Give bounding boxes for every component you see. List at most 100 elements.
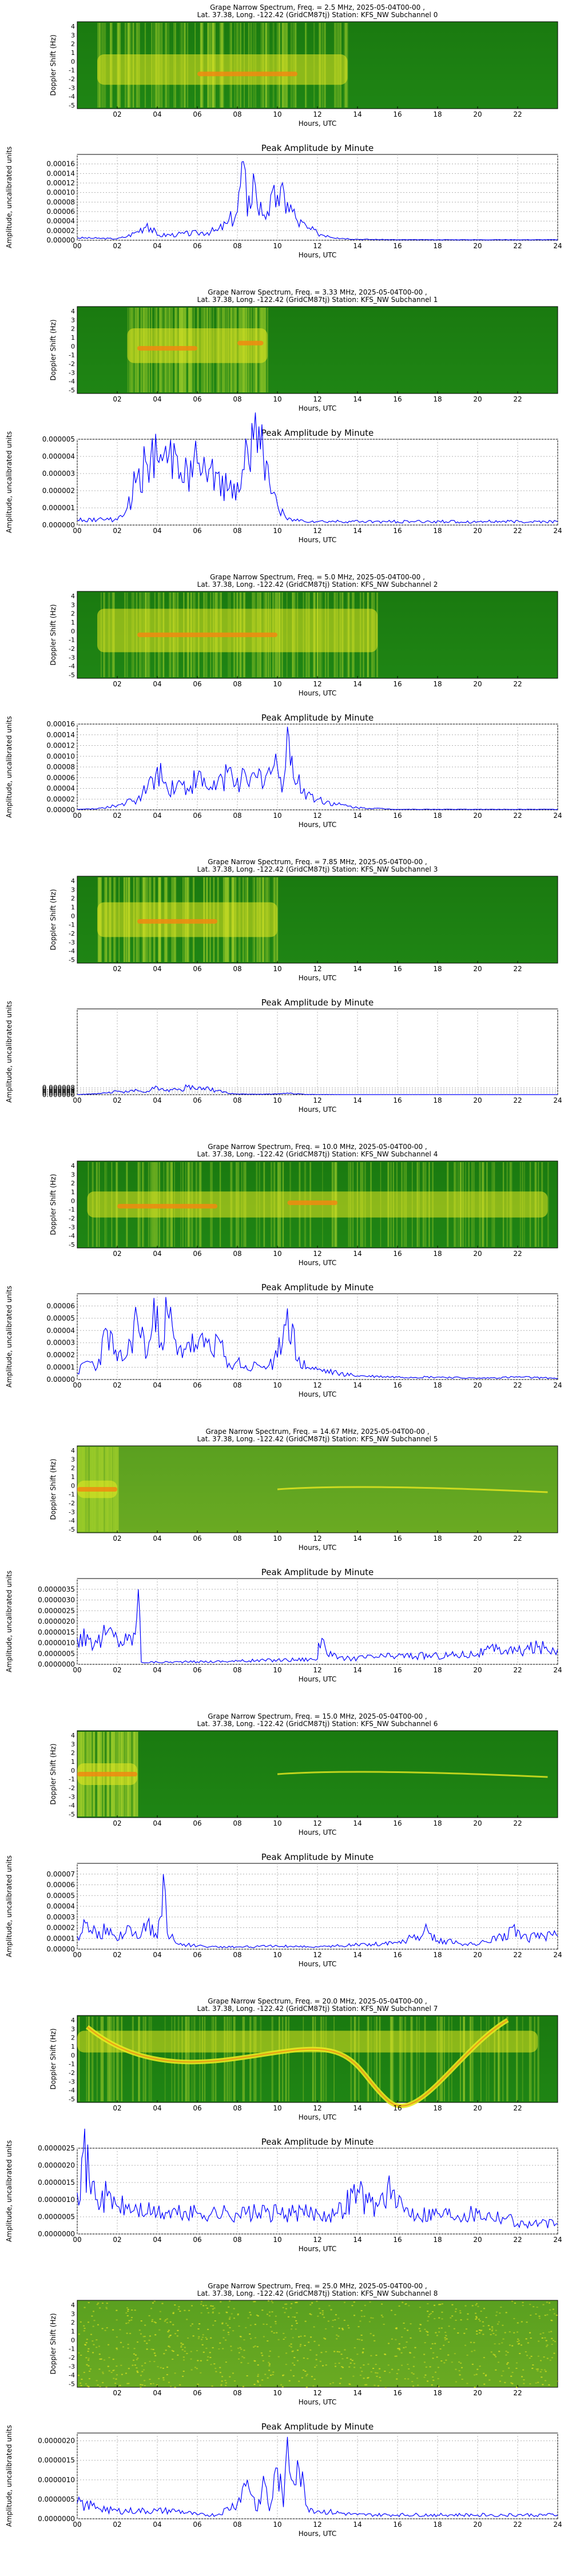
spectrogram-noise bbox=[332, 2320, 334, 2321]
spectrogram-noise bbox=[427, 2303, 429, 2305]
spectrogram-streak bbox=[204, 2017, 206, 2101]
spectrogram-noise bbox=[268, 2311, 271, 2313]
spectrogram-noise bbox=[231, 2350, 233, 2351]
spectrogram-streak bbox=[199, 2017, 201, 2101]
spectrogram-noise bbox=[136, 2341, 138, 2343]
spectrogram-ytick-label: 1 bbox=[71, 2328, 75, 2335]
spectrogram-noise bbox=[434, 2304, 436, 2306]
spectrogram-ytick-label: 0 bbox=[71, 912, 75, 920]
spectrogram-noise bbox=[282, 2307, 284, 2308]
spectrogram-ytick-label: 2 bbox=[71, 895, 75, 903]
spectrogram-noise bbox=[233, 2308, 235, 2309]
spectrogram-noise bbox=[268, 2355, 271, 2357]
spectrogram-noise bbox=[105, 2386, 108, 2388]
spectrogram-streak bbox=[314, 2017, 316, 2101]
spectrogram-noise bbox=[158, 2329, 161, 2331]
amplitude-xtick-label: 18 bbox=[433, 1381, 442, 1389]
amplitude-xtick-label: 02 bbox=[113, 2236, 121, 2244]
spectrogram-noise bbox=[233, 2317, 235, 2319]
spectrogram-noise bbox=[414, 2347, 416, 2348]
spectrogram-noise bbox=[303, 2370, 305, 2371]
spectrogram-noise bbox=[427, 2311, 429, 2312]
spectrogram-noise bbox=[295, 2320, 297, 2321]
spectrogram-streak bbox=[522, 2017, 523, 2101]
spectrogram-noise bbox=[377, 2385, 379, 2387]
spectrogram-noise bbox=[275, 2323, 277, 2324]
spectrogram-noise bbox=[546, 2344, 549, 2346]
spectrogram-noise bbox=[246, 2375, 248, 2377]
spectrogram-ytick-label: -3 bbox=[69, 939, 75, 946]
spectrogram-noise bbox=[458, 2361, 460, 2363]
spectrogram-noise bbox=[219, 2342, 221, 2344]
spectrogram-noise bbox=[284, 2336, 287, 2338]
spectrogram-noise bbox=[495, 2369, 497, 2371]
spectrogram-noise bbox=[412, 2385, 415, 2387]
panel-group-3: Grape Narrow Spectrum, Freq. = 7.85 MHz,… bbox=[5, 858, 562, 1114]
spectrogram-xlabel: Hours, UTC bbox=[299, 1544, 337, 1552]
spectrogram-noise bbox=[446, 2338, 448, 2340]
spectrogram-peak-trace bbox=[137, 919, 217, 924]
spectrogram-noise bbox=[104, 2329, 106, 2331]
spectrogram-noise bbox=[127, 2344, 129, 2346]
spectrogram-noise bbox=[112, 2370, 114, 2371]
spectrogram-noise bbox=[263, 2336, 265, 2338]
spectrogram-noise bbox=[400, 2352, 403, 2354]
spectrogram-noise bbox=[201, 2336, 204, 2338]
spectrogram-noise bbox=[423, 2362, 426, 2363]
spectrogram-noise bbox=[432, 2379, 435, 2381]
spectrogram-noise bbox=[334, 2319, 336, 2321]
spectrogram-streak bbox=[121, 2017, 122, 2101]
spectrogram-noise bbox=[198, 2323, 201, 2325]
spectrogram-noise bbox=[499, 2380, 501, 2382]
spectrogram-noise bbox=[80, 2382, 82, 2384]
amplitude-xtick-label: 18 bbox=[433, 1096, 442, 1104]
spectrogram-noise bbox=[249, 2324, 252, 2326]
spectrogram-xtick-label: 10 bbox=[273, 110, 281, 118]
spectrogram-noise bbox=[480, 2329, 483, 2331]
spectrogram-noise bbox=[504, 2332, 506, 2333]
spectrogram-noise bbox=[349, 2362, 352, 2364]
spectrogram-noise bbox=[268, 2315, 271, 2317]
spectrogram-xtick-label: 08 bbox=[233, 110, 241, 118]
spectrogram-noise bbox=[257, 2375, 259, 2377]
spectrogram-streak bbox=[312, 2017, 314, 2101]
spectrogram-title: Grape Narrow Spectrum, Freq. = 7.85 MHz,… bbox=[208, 858, 427, 866]
amplitude-xtick-label: 16 bbox=[393, 2521, 402, 2529]
spectrogram-xtick-label: 18 bbox=[433, 395, 442, 403]
spectrogram-noise bbox=[253, 2383, 256, 2385]
spectrogram-noise bbox=[383, 2323, 385, 2325]
spectrogram-noise bbox=[340, 2378, 342, 2379]
spectrogram-noise bbox=[83, 2325, 85, 2327]
spectrogram-noise bbox=[229, 2376, 231, 2378]
spectrogram-subtitle: Lat. 37.38, Long. -122.42 (GridCM87tj) S… bbox=[197, 11, 438, 19]
spectrogram-noise bbox=[110, 2371, 113, 2373]
spectrogram-noise bbox=[292, 2375, 295, 2377]
spectrogram-subtitle: Lat. 37.38, Long. -122.42 (GridCM87tj) S… bbox=[197, 1720, 438, 1728]
spectrogram-streak bbox=[271, 2017, 273, 2101]
spectrogram-noise bbox=[531, 2367, 534, 2369]
spectrogram-xtick-label: 20 bbox=[473, 2104, 482, 2112]
spectrogram-noise bbox=[127, 2309, 129, 2311]
spectrogram-noise bbox=[550, 2331, 553, 2332]
amplitude-xtick-label: 16 bbox=[393, 1096, 402, 1104]
spectrogram-streak bbox=[109, 2017, 111, 2101]
spectrogram-streak bbox=[506, 2017, 509, 2101]
spectrogram-noise bbox=[268, 2365, 271, 2367]
spectrogram-noise bbox=[201, 2339, 203, 2340]
spectrogram-xtick-label: 18 bbox=[433, 1819, 442, 1827]
spectrogram-streak bbox=[191, 2017, 193, 2101]
spectrogram-streak bbox=[102, 2017, 104, 2101]
spectrogram-noise bbox=[89, 2370, 91, 2372]
spectrogram-noise bbox=[438, 2331, 440, 2333]
spectrogram-noise bbox=[437, 2367, 439, 2368]
spectrogram-ytick-label: 0 bbox=[71, 1482, 75, 1489]
spectrogram-noise bbox=[184, 2350, 186, 2352]
spectrogram-noise bbox=[205, 2336, 207, 2338]
spectrogram-noise bbox=[85, 2383, 87, 2385]
spectrogram-noise bbox=[268, 2370, 271, 2371]
spectrogram-noise bbox=[325, 2364, 327, 2366]
spectrogram-noise bbox=[161, 2303, 164, 2304]
spectrogram-xtick-label: 12 bbox=[313, 680, 321, 688]
spectrogram-noise bbox=[518, 2340, 520, 2342]
amplitude-ytick-label: 0.0000025 bbox=[38, 2144, 75, 2152]
